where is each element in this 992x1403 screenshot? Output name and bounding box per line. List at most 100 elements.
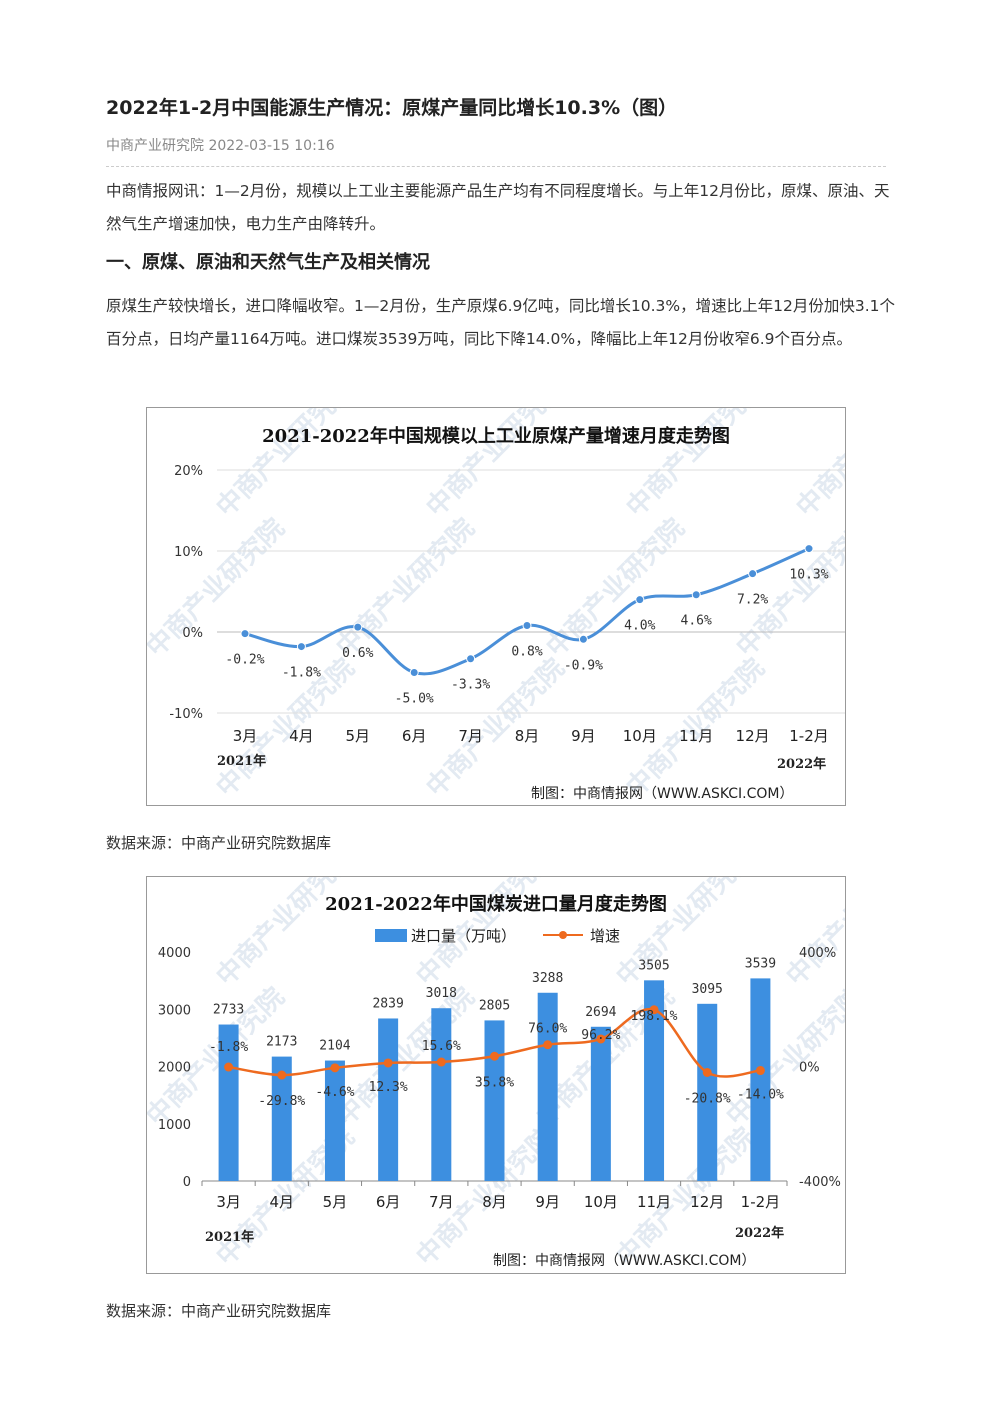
- data-source-2: 数据来源：中商产业研究院数据库: [106, 1302, 332, 1320]
- bar-data-label: 2839: [372, 996, 403, 1011]
- bar-data-label: 2805: [479, 998, 510, 1013]
- chart2-title: 2021-2022年中国煤炭进口量月度走势图: [325, 893, 667, 915]
- coal-output-growth-chart: 中商产业研究院 中商产业研究院 中商产业研究院 中商产业研究院 中商产业研究院 中商产业研…: [146, 407, 846, 806]
- import-bar: [697, 1003, 718, 1181]
- growth-data-label: -1.8%: [209, 1040, 248, 1055]
- y-right-tick-label: -400%: [799, 1175, 841, 1190]
- growth-point: [755, 1066, 765, 1076]
- y-left-tick-label: 0: [183, 1175, 191, 1190]
- growth-data-label: -5.0%: [395, 692, 434, 707]
- growth-data-label: 7.2%: [737, 593, 768, 608]
- bar-data-label: 3505: [638, 958, 669, 973]
- watermark-text: 中商产业研究院: [540, 512, 691, 663]
- article-title: 2022年1-2月中国能源生产情况：原煤产量同比增长10.3%（图）: [106, 97, 678, 119]
- growth-point: [543, 1040, 553, 1050]
- x-tick-label: 12月: [736, 727, 770, 745]
- y-tick-label: -10%: [169, 707, 203, 722]
- import-bar: [644, 980, 665, 1181]
- chart1-year-right: 2022年: [777, 756, 826, 772]
- growth-point: [224, 1062, 234, 1072]
- watermark-text: 中商产业研究院: [420, 652, 571, 803]
- x-tick-label: 1-2月: [741, 1193, 781, 1211]
- chart1-title: 2021-2022年中国规模以上工业原煤产量增速月度走势图: [262, 425, 730, 447]
- chart2-legend: 进口量（万吨） 增速: [375, 927, 620, 945]
- x-tick-label: 11月: [679, 727, 713, 745]
- growth-data-label: -3.3%: [451, 678, 490, 693]
- intro-paragraph: 中商情报网讯：1—2月份，规模以上工业主要能源产品生产均有不同程度增长。与上年1…: [106, 182, 890, 233]
- x-tick-label: 8月: [515, 727, 540, 745]
- chart2-year-right: 2022年: [735, 1225, 784, 1241]
- chart1-credit: 制图：中商情报网（WWW.ASKCI.COM）: [531, 786, 793, 802]
- x-tick-label: 3月: [216, 1193, 241, 1211]
- import-bar: [484, 1020, 505, 1181]
- x-tick-label: 7月: [429, 1193, 454, 1211]
- growth-data-label: -4.6%: [315, 1085, 354, 1100]
- import-bar: [590, 1026, 611, 1181]
- growth-point: [691, 590, 701, 600]
- growth-data-label: 96.2%: [581, 1028, 620, 1043]
- x-tick-label: 10月: [584, 1193, 618, 1211]
- growth-point: [702, 1067, 712, 1077]
- growth-data-label: -14.0%: [737, 1088, 784, 1103]
- watermark-text: 中商产业研究院: [790, 408, 845, 523]
- article-meta: 中商产业研究院 2022-03-15 10:16: [106, 138, 335, 154]
- growth-data-label: -1.8%: [282, 666, 321, 681]
- x-tick-label: 8月: [482, 1193, 507, 1211]
- y-right-tick-label: 400%: [799, 946, 836, 961]
- growth-point: [353, 622, 363, 632]
- growth-data-label: 4.6%: [681, 614, 712, 629]
- x-tick-label: 4月: [289, 727, 314, 745]
- growth-data-label: 35.8%: [475, 1075, 514, 1090]
- bar-data-label: 3095: [692, 982, 723, 997]
- watermark-text: 中商产业研究院: [720, 981, 845, 1132]
- growth-point: [596, 1034, 606, 1044]
- chart2-credit: 制图：中商情报网（WWW.ASKCI.COM）: [493, 1253, 755, 1269]
- x-tick-label: 1-2月: [789, 727, 829, 745]
- x-tick-label: 5月: [323, 1193, 348, 1211]
- bar-data-label: 2104: [319, 1039, 350, 1054]
- x-tick-label: 4月: [269, 1193, 294, 1211]
- bar-data-label: 3018: [426, 986, 457, 1001]
- growth-data-label: 12.3%: [369, 1080, 408, 1095]
- growth-data-label: -0.9%: [564, 658, 603, 673]
- coal-import-chart: 中商产业研究院 中商产业研究院 中商产业研究院 中商产业研究院 中商产业研究院 中商产业研…: [146, 876, 846, 1274]
- growth-point: [522, 621, 532, 631]
- y-tick-label: 20%: [174, 464, 203, 479]
- growth-point: [277, 1070, 287, 1080]
- x-tick-label: 9月: [571, 727, 596, 745]
- bar-data-label: 3539: [745, 956, 776, 971]
- growth-data-label: 15.6%: [422, 1039, 461, 1054]
- growth-point: [804, 544, 814, 554]
- section-heading: 一、原煤、原油和天然气生产及相关情况: [106, 252, 430, 273]
- growth-data-label: 10.3%: [789, 568, 828, 583]
- import-bar: [378, 1018, 399, 1181]
- growth-point: [635, 595, 645, 605]
- growth-point: [748, 569, 758, 579]
- legend-line-label: 增速: [590, 927, 620, 945]
- y-tick-label: 0%: [182, 626, 203, 641]
- x-tick-label: 5月: [346, 727, 371, 745]
- bar-data-label: 2733: [213, 1003, 244, 1018]
- y-left-tick-label: 2000: [158, 1061, 191, 1076]
- import-bar: [324, 1060, 345, 1181]
- x-tick-label: 6月: [402, 727, 427, 745]
- x-tick-label: 11月: [637, 1193, 671, 1211]
- x-tick-label: 9月: [535, 1193, 560, 1211]
- growth-point: [466, 654, 476, 664]
- x-tick-label: 12月: [690, 1193, 724, 1211]
- bar-data-label: 2173: [266, 1035, 297, 1050]
- growth-point: [409, 668, 419, 677]
- x-tick-label: 3月: [233, 727, 258, 745]
- y-left-tick-label: 4000: [158, 946, 191, 961]
- import-bar: [750, 978, 771, 1181]
- data-source-1: 数据来源：中商产业研究院数据库: [106, 834, 332, 852]
- growth-data-label: 0.8%: [511, 645, 542, 660]
- legend-bar-label: 进口量（万吨）: [411, 927, 516, 945]
- import-bar: [431, 1008, 452, 1181]
- growth-data-label: 76.0%: [528, 1022, 567, 1037]
- growth-point: [296, 642, 306, 652]
- watermark-text: 中商产业研究院: [780, 877, 845, 992]
- y-tick-label: 10%: [174, 545, 203, 560]
